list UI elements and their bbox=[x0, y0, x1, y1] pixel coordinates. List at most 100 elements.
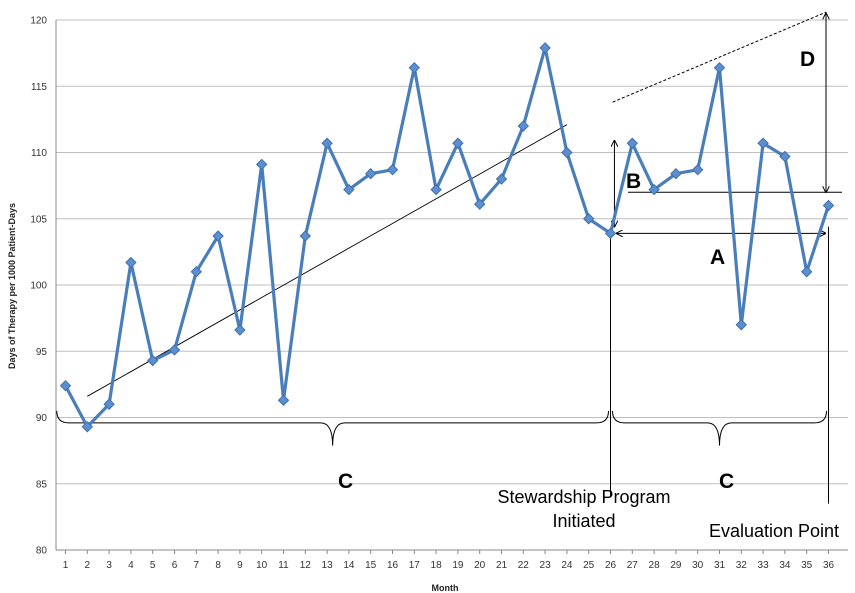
x-tick-4: 4 bbox=[128, 560, 134, 571]
point-month-27 bbox=[626, 137, 639, 149]
evaluation-label: Evaluation Point bbox=[709, 521, 839, 541]
program-label-line1: Stewardship Program bbox=[497, 487, 670, 507]
point-month-35 bbox=[800, 266, 813, 278]
x-tick-15: 15 bbox=[365, 560, 377, 571]
y-tick-90: 90 bbox=[36, 413, 48, 424]
x-tick-19: 19 bbox=[452, 560, 464, 571]
x-tick-18: 18 bbox=[431, 560, 443, 571]
x-tick-16: 16 bbox=[387, 560, 399, 571]
x-tick-14: 14 bbox=[343, 560, 355, 571]
point-month-32 bbox=[735, 319, 748, 331]
y-tick-80: 80 bbox=[36, 546, 48, 557]
point-month-18 bbox=[430, 183, 442, 196]
point-month-9 bbox=[234, 324, 246, 336]
x-tick-6: 6 bbox=[172, 560, 178, 571]
point-month-17 bbox=[408, 61, 421, 74]
x-tick-34: 34 bbox=[779, 560, 791, 571]
x-tick-12: 12 bbox=[300, 560, 312, 571]
x-tick-22: 22 bbox=[518, 560, 530, 571]
point-month-7 bbox=[190, 266, 203, 278]
annotation-lines bbox=[56, 11, 842, 504]
point-month-13 bbox=[321, 137, 333, 149]
label-a: A bbox=[710, 246, 725, 269]
x-tick-1: 1 bbox=[63, 560, 69, 571]
x-tick-35: 35 bbox=[801, 560, 813, 571]
point-month-10 bbox=[255, 158, 268, 171]
label-d: D bbox=[800, 48, 815, 71]
point-month-21 bbox=[495, 173, 508, 185]
point-month-22 bbox=[517, 120, 530, 132]
x-tick-7: 7 bbox=[194, 560, 200, 571]
x-tick-23: 23 bbox=[540, 560, 552, 571]
x-tick-20: 20 bbox=[474, 560, 486, 571]
program-label-line2: Initiated bbox=[552, 511, 615, 531]
x-tick-2: 2 bbox=[85, 560, 91, 571]
point-month-29 bbox=[670, 167, 682, 180]
y-tick-115: 115 bbox=[31, 82, 47, 93]
y-tick-110: 110 bbox=[31, 148, 47, 159]
x-tick-36: 36 bbox=[823, 560, 835, 571]
point-month-31 bbox=[713, 61, 726, 74]
series-line bbox=[64, 46, 831, 429]
point-month-4 bbox=[125, 256, 137, 269]
y-tick-100: 100 bbox=[30, 281, 47, 292]
y-tick-120: 120 bbox=[30, 16, 47, 27]
x-tick-8: 8 bbox=[215, 560, 221, 571]
point-month-14 bbox=[343, 183, 355, 196]
point-month-23 bbox=[539, 42, 551, 54]
annotation-text: B A D C C Stewardship Program Initiated … bbox=[7, 48, 839, 593]
brace-right bbox=[612, 410, 827, 446]
x-tick-29: 29 bbox=[670, 560, 682, 571]
x-tick-11: 11 bbox=[278, 560, 289, 571]
y-tick-95: 95 bbox=[36, 347, 48, 358]
y-tick-85: 85 bbox=[36, 479, 48, 490]
point-month-16 bbox=[386, 164, 399, 176]
x-tick-24: 24 bbox=[561, 560, 573, 571]
y-axis-title: Days of Therapy per 1000 Patient-Days bbox=[7, 203, 17, 369]
y-tick-105: 105 bbox=[30, 214, 47, 225]
brace-left bbox=[56, 410, 609, 446]
x-tick-27: 27 bbox=[627, 560, 639, 571]
x-tick-21: 21 bbox=[496, 560, 508, 571]
x-tick-30: 30 bbox=[692, 560, 704, 571]
x-axis-title: Month bbox=[432, 583, 459, 593]
series-layer bbox=[59, 42, 835, 433]
x-tick-32: 32 bbox=[736, 560, 748, 571]
x-tick-28: 28 bbox=[649, 560, 661, 571]
point-month-25 bbox=[582, 213, 595, 225]
x-tick-17: 17 bbox=[409, 560, 421, 571]
label-c-left: C bbox=[338, 470, 353, 493]
point-month-15 bbox=[364, 167, 377, 180]
point-month-6 bbox=[168, 344, 181, 356]
x-tick-5: 5 bbox=[150, 560, 156, 571]
x-tick-31: 31 bbox=[714, 560, 726, 571]
point-month-19 bbox=[452, 137, 464, 149]
x-tick-13: 13 bbox=[322, 560, 334, 571]
x-tick-25: 25 bbox=[583, 560, 595, 571]
point-month-5 bbox=[146, 354, 159, 367]
grid-lines bbox=[56, 19, 848, 485]
point-month-24 bbox=[561, 146, 573, 159]
point-month-26 bbox=[604, 227, 617, 240]
point-month-34 bbox=[779, 150, 791, 163]
x-tick-26: 26 bbox=[605, 560, 617, 571]
point-month-2 bbox=[81, 421, 94, 433]
x-tick-10: 10 bbox=[256, 560, 268, 571]
point-month-36 bbox=[822, 199, 835, 212]
trend-line bbox=[87, 124, 568, 397]
point-month-8 bbox=[212, 230, 224, 242]
projected-line bbox=[612, 11, 827, 103]
point-month-3 bbox=[103, 398, 115, 410]
point-month-30 bbox=[691, 164, 704, 176]
x-tick-33: 33 bbox=[758, 560, 770, 571]
point-month-12 bbox=[299, 230, 312, 242]
point-month-20 bbox=[473, 198, 486, 210]
x-tick-3: 3 bbox=[106, 560, 112, 571]
label-c-right: C bbox=[719, 470, 734, 493]
label-b: B bbox=[626, 170, 641, 193]
point-month-33 bbox=[757, 137, 769, 149]
x-tick-9: 9 bbox=[237, 560, 243, 571]
point-month-28 bbox=[648, 183, 660, 196]
